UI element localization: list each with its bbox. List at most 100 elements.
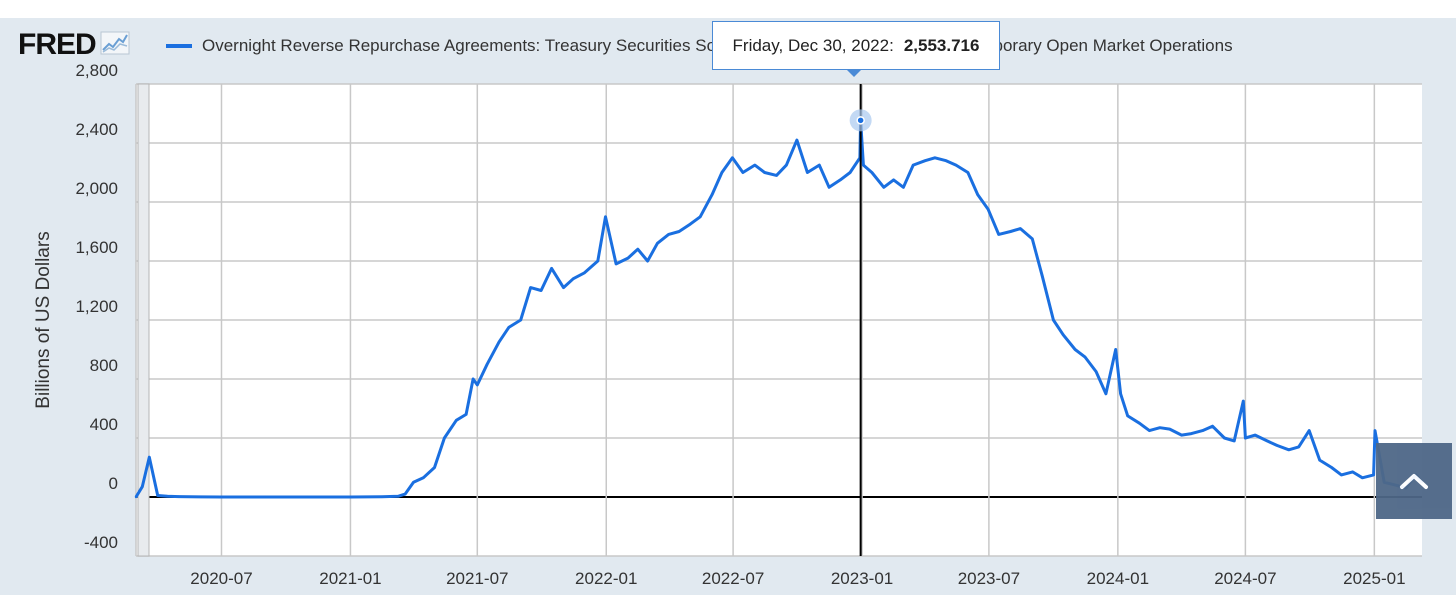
y-tick-label: 1,600 (75, 238, 118, 257)
data-point (220, 495, 223, 499)
range-handle (137, 83, 150, 557)
data-point (870, 171, 874, 174)
data-point (199, 495, 202, 499)
data-point (933, 156, 937, 159)
data-point (636, 248, 639, 251)
data-point (1052, 318, 1055, 322)
fred-logo[interactable]: FRED (18, 28, 130, 62)
x-tick-label: 2022-07 (702, 569, 764, 588)
data-point (1265, 439, 1269, 443)
data-point (923, 159, 927, 162)
data-point (572, 277, 575, 280)
data-point (818, 163, 821, 167)
x-tick-label: 2023-07 (958, 569, 1020, 588)
fred-logo-text: FRED (18, 28, 97, 61)
data-point (412, 481, 415, 484)
data-point (741, 171, 745, 174)
trend-chart-icon (100, 31, 130, 60)
data-point (731, 156, 734, 159)
x-tick-label: 2024-07 (1214, 569, 1276, 588)
data-point (827, 186, 831, 189)
data-point (1361, 476, 1364, 480)
data-point (966, 171, 970, 174)
data-point (596, 259, 600, 263)
x-tick-label: 2023-01 (831, 569, 893, 588)
y-tick-label: 2,000 (75, 179, 118, 198)
data-point (1061, 333, 1065, 336)
x-tick-label: 2024-01 (1087, 569, 1149, 588)
data-point (1373, 429, 1377, 432)
data-point (1138, 422, 1141, 425)
data-point (689, 222, 692, 226)
data-point (148, 455, 151, 459)
data-point (583, 271, 586, 274)
data-point (1330, 466, 1333, 469)
y-tick-label: 1,200 (75, 297, 118, 316)
y-tick-label: 0 (109, 474, 118, 493)
data-point (1232, 439, 1236, 443)
data-point (646, 259, 649, 263)
data-point (507, 326, 511, 329)
y-tick-label: 2,800 (75, 61, 118, 80)
data-point (562, 286, 565, 289)
data-point (667, 233, 670, 236)
tooltip-value: 2,553.716 (903, 35, 980, 55)
data-point (519, 318, 522, 322)
data-point (1307, 429, 1311, 432)
data-point (1104, 392, 1108, 395)
data-point (944, 159, 948, 162)
data-point (349, 495, 352, 499)
chevron-up-icon (1400, 474, 1428, 489)
data-point (156, 494, 159, 497)
data-point (763, 171, 766, 174)
data-point (396, 495, 400, 498)
data-point (1211, 425, 1214, 428)
data-point (1126, 414, 1129, 418)
data-point (455, 419, 458, 422)
tooltip-date: Friday, Dec 30, 2022: (732, 35, 894, 55)
data-point (1114, 348, 1117, 351)
data-point (795, 138, 799, 142)
data-point (263, 495, 267, 499)
data-point (775, 174, 778, 177)
y-tick-label: 400 (90, 415, 118, 434)
x-tick-label: 2021-07 (446, 569, 508, 588)
data-point (710, 193, 714, 196)
y-tick-label: -400 (84, 533, 118, 552)
data-point (1254, 433, 1257, 437)
data-point (1244, 436, 1247, 440)
data-point (166, 495, 169, 498)
highlight-point (856, 116, 865, 125)
data-point (1190, 432, 1193, 435)
data-point (902, 186, 905, 189)
data-point (1040, 274, 1044, 277)
tooltip-pointer (846, 69, 862, 77)
data-point (529, 286, 532, 289)
data-point (912, 163, 915, 167)
data-point (862, 163, 865, 167)
data-point (141, 485, 144, 488)
data-point (1287, 448, 1291, 451)
data-point (1031, 237, 1034, 241)
data-point (1318, 458, 1321, 462)
data-point (753, 163, 757, 167)
scroll-to-top-button[interactable] (1376, 443, 1452, 519)
data-point (443, 436, 446, 440)
data-point (785, 163, 788, 167)
data-point (1242, 399, 1245, 403)
data-point (604, 215, 607, 218)
data-point (550, 267, 553, 270)
data-point (1158, 426, 1162, 429)
data-point (1119, 392, 1122, 395)
data-point (1009, 230, 1012, 233)
y-axis-label: Billions of US Dollars (33, 231, 54, 408)
data-point (720, 171, 724, 174)
data-point (464, 413, 468, 416)
data-point (1073, 348, 1077, 351)
y-tick-label: 800 (90, 356, 118, 375)
data-point (806, 171, 809, 174)
data-point (471, 377, 475, 381)
data-point (1351, 470, 1354, 474)
legend-swatch (166, 44, 192, 48)
